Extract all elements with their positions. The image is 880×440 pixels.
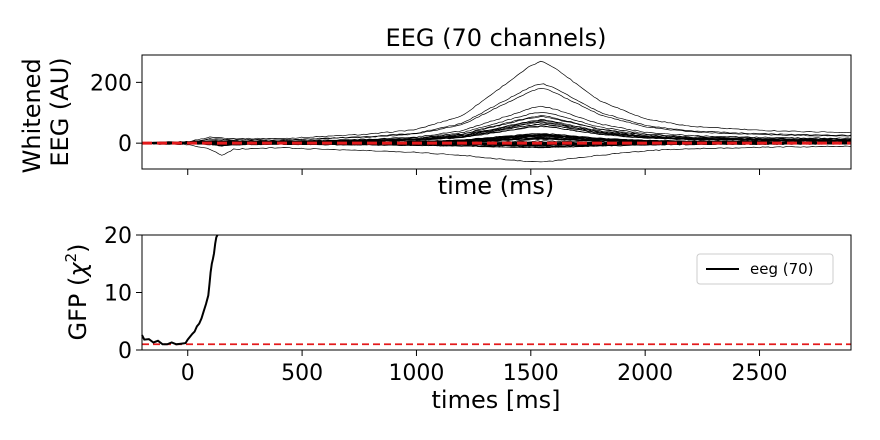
gfp-legend-label: eeg (70)	[750, 260, 814, 278]
gfp-legend: eeg (70)	[696, 253, 834, 285]
gfp-y-axis-label-close: )	[64, 244, 92, 253]
eeg-y-tick-label: 200	[90, 71, 132, 96]
gfp-y-axis-label-chi: χ	[64, 262, 92, 279]
gfp-x-ticks: 0 500 1000 1500 2000 2500	[181, 350, 788, 386]
gfp-x-tick-label: 1000	[388, 361, 444, 386]
eeg-channel-trace	[142, 105, 851, 144]
eeg-channel-trace	[142, 135, 851, 144]
gfp-x-tick-label: 1500	[503, 361, 559, 386]
eeg-channel-traces	[142, 60, 851, 163]
eeg-x-axis-label: time (ms)	[438, 172, 554, 200]
eeg-channel-trace	[142, 120, 851, 144]
eeg-channel-trace	[142, 142, 851, 163]
eeg-plot: EEG (70 channels) 0 200 time (ms) Whitene…	[18, 24, 852, 200]
eeg-plot-title: EEG (70 channels)	[386, 24, 607, 52]
gfp-y-tick-label: 10	[104, 282, 132, 307]
gfp-y-axis-label-sup: 2	[62, 253, 80, 263]
eeg-channel-trace	[142, 88, 851, 144]
eeg-channel-trace	[142, 60, 851, 144]
gfp-y-tick-label: 20	[104, 224, 132, 249]
gfp-y-ticks: 0 10 20	[104, 224, 142, 364]
gfp-series-line	[141, 234, 219, 346]
eeg-x-ticks	[187, 169, 761, 175]
gfp-y-tick-label: 0	[118, 339, 132, 364]
gfp-y-axis-label-text: GFP (	[64, 277, 92, 341]
gfp-x-tick-label: 2000	[617, 361, 673, 386]
gfp-x-tick-label: 0	[181, 361, 195, 386]
eeg-plot-frame	[141, 54, 852, 170]
eeg-channel-trace	[142, 83, 851, 144]
gfp-x-tick-label: 500	[281, 361, 323, 386]
gfp-x-axis-label: times [ms]	[432, 386, 561, 414]
gfp-x-tick-label: 2500	[732, 361, 788, 386]
eeg-y-axis-label-line-1: Whitened	[18, 58, 46, 173]
eeg-y-tick-label: 0	[118, 132, 132, 157]
gfp-plot: 0 10 20 0 500 1000 1500 2000 2500 times [ms] GF…	[62, 224, 852, 414]
eeg-y-axis-label: Whitened EEG (AU)	[18, 51, 74, 174]
gfp-legend-box	[696, 253, 834, 285]
eeg-y-axis-label-line-2: EEG (AU)	[46, 57, 74, 166]
eeg-y-ticks: 0 200	[90, 71, 142, 157]
gfp-y-axis-label: GFP (χ2)	[62, 244, 92, 341]
gfp-plot-frame	[141, 234, 852, 351]
